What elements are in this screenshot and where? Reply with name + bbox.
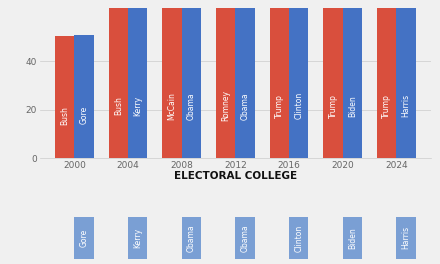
Bar	[396, 8, 416, 158]
Text: Clinton: Clinton	[294, 224, 303, 252]
Text: Biden: Biden	[348, 227, 357, 249]
Text: Harris: Harris	[401, 226, 411, 249]
Text: Obama: Obama	[241, 224, 249, 252]
Text: Clinton: Clinton	[294, 92, 303, 119]
Text: Obama: Obama	[187, 92, 196, 120]
Text: ELECTORAL COLLEGE: ELECTORAL COLLEGE	[174, 171, 297, 181]
Text: Romney: Romney	[221, 90, 230, 121]
Text: Gore: Gore	[80, 106, 88, 124]
Text: Harris: Harris	[401, 94, 411, 117]
Text: McCain: McCain	[168, 92, 176, 120]
Text: Kerry: Kerry	[133, 96, 142, 116]
Bar	[128, 8, 147, 158]
Bar	[235, 217, 255, 259]
Text: Bush: Bush	[114, 96, 123, 115]
Text: Kerry: Kerry	[133, 228, 142, 248]
Bar	[343, 8, 362, 158]
Bar	[289, 217, 308, 259]
Text: Trump: Trump	[382, 94, 391, 118]
Text: Trump: Trump	[275, 94, 284, 118]
Bar	[396, 217, 416, 259]
Text: Obama: Obama	[241, 92, 249, 120]
Text: Obama: Obama	[187, 224, 196, 252]
Bar	[270, 8, 289, 158]
Bar	[128, 217, 147, 259]
Text: Biden: Biden	[348, 95, 357, 117]
Text: Trump: Trump	[329, 94, 337, 118]
Bar	[74, 217, 94, 259]
Bar	[182, 8, 201, 158]
Bar	[343, 217, 362, 259]
Bar	[55, 36, 74, 158]
Bar	[377, 8, 396, 158]
Text: Bush: Bush	[60, 106, 70, 125]
Bar	[109, 8, 128, 158]
Text: Gore: Gore	[80, 229, 88, 247]
Bar	[182, 217, 201, 259]
Bar	[162, 8, 182, 158]
Bar	[74, 35, 94, 158]
Bar	[235, 8, 255, 158]
Bar	[289, 8, 308, 158]
Bar	[323, 8, 343, 158]
Bar	[216, 8, 235, 158]
